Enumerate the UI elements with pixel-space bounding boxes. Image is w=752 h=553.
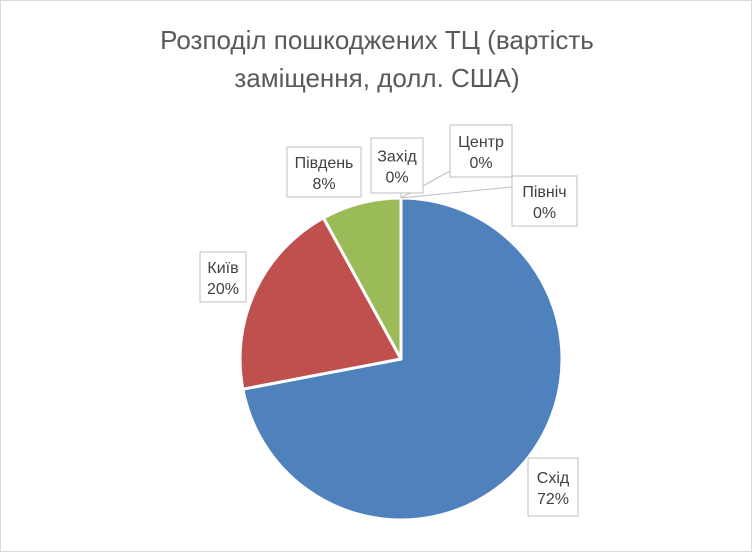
data-label-category-4: Центр: [458, 134, 504, 151]
chart-title: Розподіл пошкоджених ТЦ (вартість заміще…: [1, 21, 752, 97]
data-labels: Схід72%Київ20%Південь8%Захід0%Центр0%Пів…: [199, 124, 579, 517]
chart-title-line-1: Розподіл пошкоджених ТЦ (вартість: [160, 25, 594, 55]
data-label-category-2: Південь: [295, 155, 354, 172]
data-label-percent-5: 0%: [533, 205, 556, 222]
data-label-box-0: [527, 457, 579, 517]
data-label-0: Схід 72%: [527, 457, 579, 517]
data-label-box-2: [286, 146, 362, 198]
data-label-percent-2: 8%: [312, 176, 335, 193]
chart-title-line-2: заміщення, долл. США): [234, 63, 520, 93]
pie-slice-1: [238, 216, 403, 391]
data-label-category-3: Захід: [377, 149, 417, 166]
data-label-3: Захід 0%: [370, 137, 424, 194]
data-label-percent-4: 0%: [469, 155, 492, 172]
pie-slice-2: [321, 196, 403, 361]
pie-slices: [238, 196, 564, 522]
data-label-5: Північ 0%: [511, 175, 578, 227]
data-label-percent-0: 72%: [537, 491, 569, 508]
data-label-box-3: [370, 137, 424, 194]
data-label-category-1: Київ: [207, 260, 238, 277]
data-label-category-0: Схід: [537, 470, 570, 487]
data-label-1: Київ 20%: [199, 251, 247, 303]
data-label-category-5: Північ: [522, 184, 566, 201]
data-label-box-1: [199, 251, 247, 303]
data-label-4: Центр 0%: [449, 124, 513, 178]
leader-line-5: [400, 186, 513, 199]
data-label-2: Південь 8%: [286, 146, 362, 198]
data-label-box-5: [511, 175, 578, 227]
data-label-box-4: [449, 124, 513, 178]
data-label-percent-1: 20%: [207, 281, 239, 298]
data-label-percent-3: 0%: [385, 170, 408, 187]
